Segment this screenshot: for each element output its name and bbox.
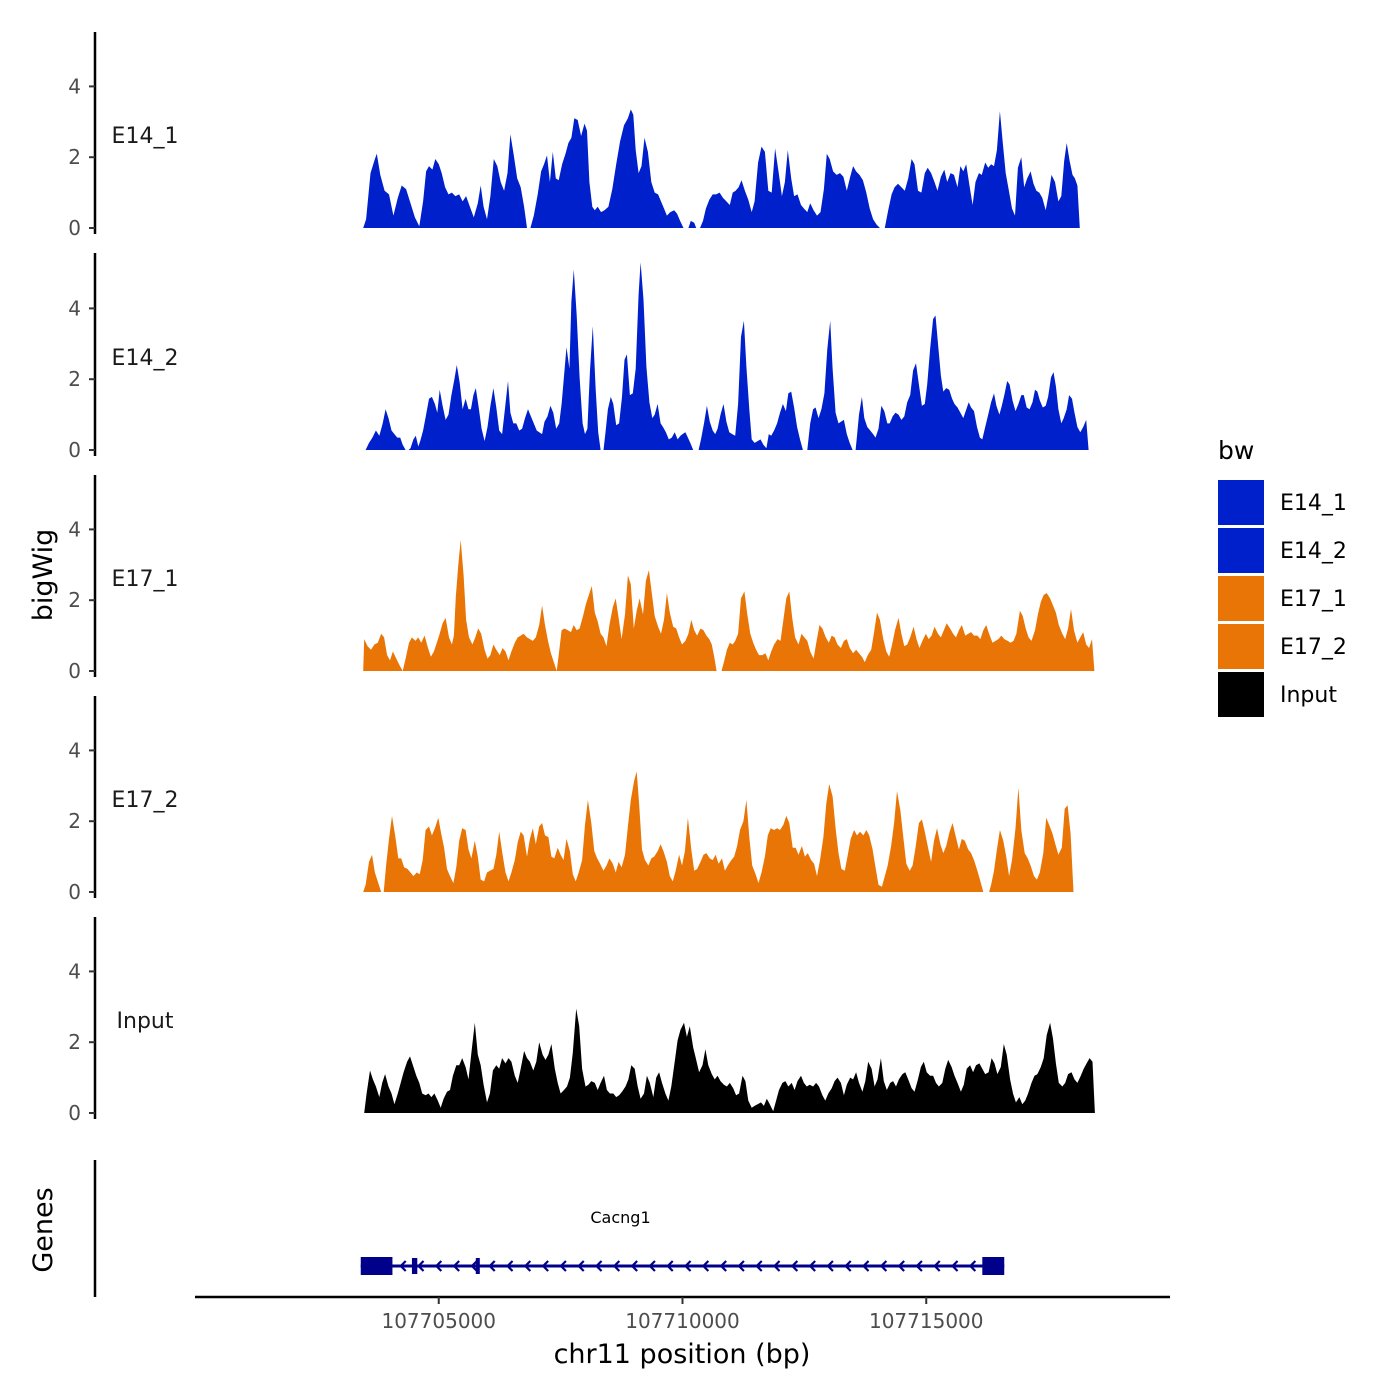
x-tick-label: 107715000 [869, 1309, 984, 1333]
strand-arrow [648, 1260, 656, 1272]
x-tick-label: 107710000 [625, 1309, 740, 1333]
track-E14_2: 0 2 4 E14_2 [68, 253, 1089, 462]
gene-exon [411, 1258, 418, 1274]
legend-label: Input [1280, 683, 1337, 708]
coverage-area-E17_2 [363, 771, 1074, 892]
legend-label: E17_1 [1280, 587, 1347, 612]
strand-arrow [541, 1260, 549, 1272]
y-tick-label: 2 [68, 1030, 81, 1054]
strand-arrow [683, 1260, 692, 1272]
coverage-area-E14_1 [363, 109, 1080, 228]
y-tick-label: 2 [68, 809, 81, 833]
strand-arrow [523, 1260, 532, 1272]
legend-entry-E14_1: E14_1 [1218, 480, 1347, 525]
legend-swatch [1218, 528, 1264, 573]
gene-exon [360, 1257, 393, 1275]
legend-swatch [1218, 576, 1264, 621]
y-axis-title-genes: Genes [28, 1187, 59, 1272]
y-tick-label: 4 [68, 74, 81, 98]
y-tick-label: 4 [68, 959, 81, 983]
strand-arrow [933, 1260, 941, 1272]
legend-swatch [1218, 672, 1264, 717]
y-tick-label: 2 [68, 588, 81, 612]
track-E17_2: 0 2 4 E17_2 [68, 696, 1074, 904]
legend-entry-E17_2: E17_2 [1218, 624, 1347, 669]
legend-swatch [1218, 480, 1264, 525]
x-axis: 107705000 107710000 107715000 [195, 1295, 1170, 1333]
y-axis-title-bigwig: bigWig [28, 529, 59, 622]
strand-arrow [826, 1260, 834, 1272]
strand-arrow [719, 1260, 727, 1272]
legend-title: bw [1218, 436, 1254, 465]
strand-arrow [737, 1260, 745, 1272]
strand-arrow [897, 1260, 905, 1272]
strand-arrow [452, 1260, 460, 1272]
strand-arrow [666, 1260, 674, 1272]
strand-arrow [488, 1260, 496, 1272]
track-label: E14_1 [112, 124, 179, 149]
gene-name-label: Cacng1 [590, 1208, 650, 1227]
y-tick-label: 4 [68, 738, 81, 762]
y-tick-label: 2 [68, 145, 81, 169]
x-tick-label: 107705000 [381, 1309, 496, 1333]
gene-exon [475, 1258, 480, 1274]
legend-entry-E17_1: E17_1 [1218, 576, 1347, 621]
gene-exon [982, 1257, 1005, 1275]
strand-arrow [968, 1260, 977, 1272]
track-label: E14_2 [112, 346, 179, 371]
y-tick-label: 0 [68, 438, 81, 462]
gene-track: Cacng1 [93, 1160, 1005, 1297]
track-label: E17_1 [112, 567, 179, 592]
track-E14_1: 0 2 4 E14_1 [68, 32, 1080, 240]
coverage-area-E17_1 [363, 540, 1095, 671]
strand-arrow [399, 1260, 407, 1272]
strand-arrow [701, 1260, 710, 1272]
strand-arrow [808, 1260, 816, 1272]
strand-arrow [844, 1260, 852, 1272]
track-label: Input [117, 1009, 174, 1034]
y-tick-label: 2 [68, 367, 81, 391]
strand-arrow [790, 1260, 799, 1272]
track-E17_1: 0 2 4 E17_1 [68, 475, 1095, 683]
legend: bw E14_1 E14_2 E17_1 E17_2 Input [1218, 436, 1347, 717]
strand-arrow [950, 1260, 959, 1272]
coverage-area-E14_2 [365, 262, 1089, 450]
y-tick-label: 0 [68, 659, 81, 683]
x-axis-title: chr11 position (bp) [554, 1339, 811, 1370]
coverage-tracks: 0 2 4 E14_1 0 2 4 E14_2 0 2 4 E17_1 0 2 4 E17_2 0 2 4 Input [68, 32, 1095, 1125]
y-tick-label: 0 [68, 1101, 81, 1125]
coverage-area-Input [364, 1008, 1095, 1113]
y-tick-label: 0 [68, 216, 81, 240]
strand-arrow [879, 1260, 888, 1272]
y-tick-label: 4 [68, 296, 81, 320]
y-tick-label: 4 [68, 517, 81, 541]
strand-arrow [630, 1260, 638, 1272]
strand-arrow [915, 1260, 923, 1272]
gene-Cacng1: Cacng1 [360, 1208, 1005, 1275]
legend-label: E14_1 [1280, 491, 1347, 516]
strand-arrow [434, 1260, 443, 1272]
strand-arrow [594, 1260, 603, 1272]
legend-entry-E14_2: E14_2 [1218, 528, 1347, 573]
strand-arrow [577, 1260, 585, 1272]
strand-arrow [470, 1260, 478, 1272]
strand-arrow [559, 1260, 567, 1272]
track-Input: 0 2 4 Input [68, 917, 1095, 1125]
strand-arrow [505, 1260, 514, 1272]
legend-entry-Input: Input [1218, 672, 1337, 717]
strand-arrow [861, 1260, 870, 1272]
strand-arrow [416, 1260, 425, 1272]
strand-arrow [772, 1260, 781, 1272]
y-tick-label: 0 [68, 880, 81, 904]
legend-label: E17_2 [1280, 635, 1347, 660]
track-label: E17_2 [112, 788, 179, 813]
strand-arrow [612, 1260, 621, 1272]
legend-label: E14_2 [1280, 539, 1347, 564]
legend-swatch [1218, 624, 1264, 669]
strand-arrow [755, 1260, 763, 1272]
